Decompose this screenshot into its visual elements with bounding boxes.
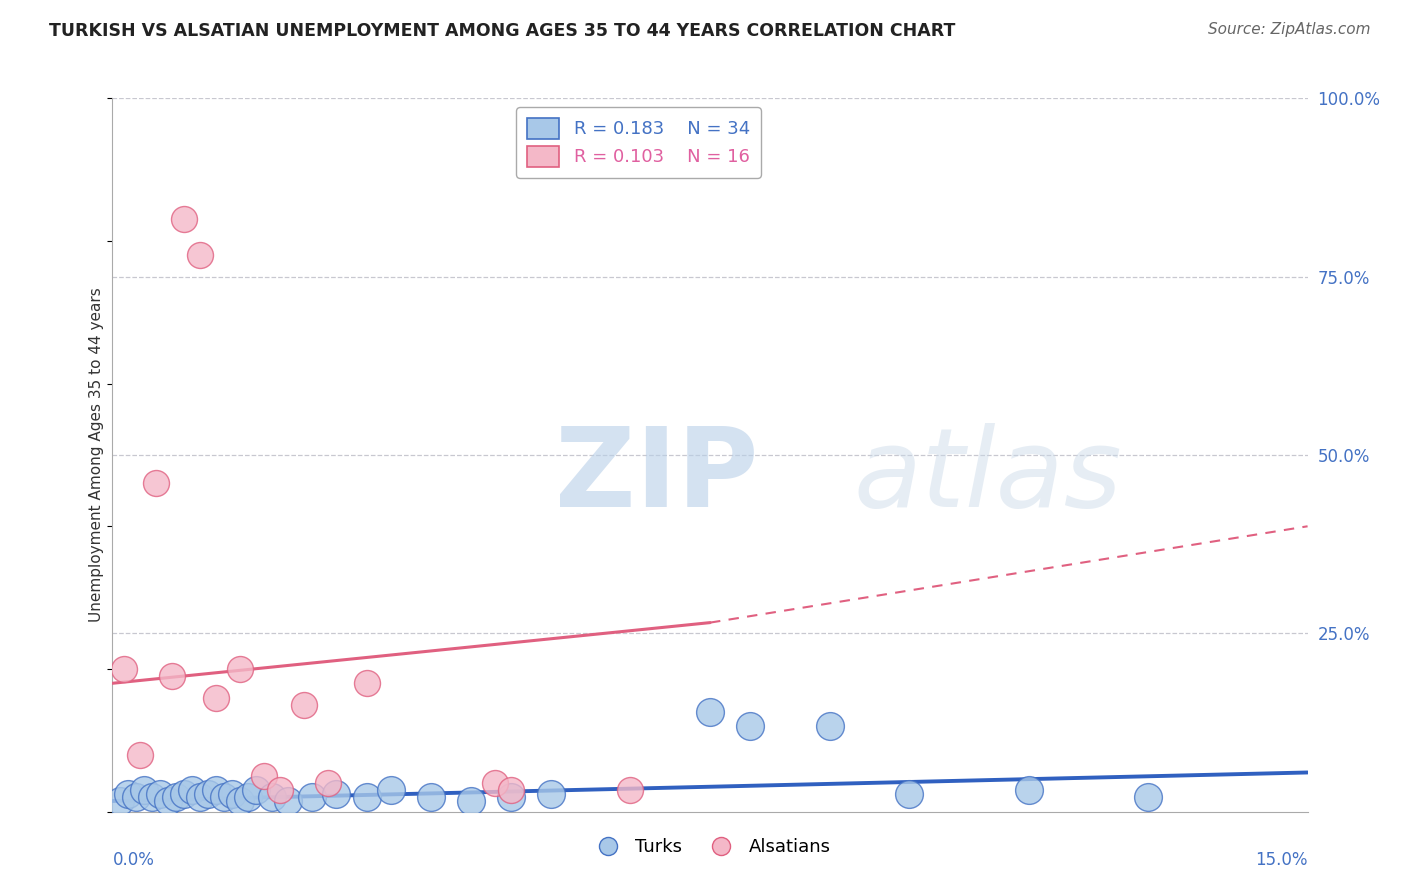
Point [1018, 783, 1040, 797]
Y-axis label: Unemployment Among Ages 35 to 44 years: Unemployment Among Ages 35 to 44 years [89, 287, 104, 623]
Point [499, 783, 522, 797]
Point [188, 248, 211, 262]
Text: 15.0%: 15.0% [1256, 851, 1308, 869]
Point [129, 747, 152, 762]
Point [540, 787, 562, 801]
Point [260, 790, 283, 805]
Point [420, 790, 443, 805]
Point [619, 783, 641, 797]
Point [316, 776, 339, 790]
Point [269, 783, 291, 797]
Point [738, 719, 761, 733]
Point [380, 783, 402, 797]
Point [162, 669, 183, 683]
Text: ZIP: ZIP [554, 423, 758, 530]
Point [205, 783, 228, 797]
Point [188, 790, 211, 805]
Point [818, 719, 841, 733]
Point [212, 790, 235, 805]
Text: 0.0%: 0.0% [112, 851, 155, 869]
Point [145, 476, 167, 491]
Point [149, 787, 172, 801]
Point [484, 776, 506, 790]
Point [253, 769, 276, 783]
Point [277, 794, 299, 808]
Text: atlas: atlas [853, 423, 1122, 530]
Point [165, 790, 187, 805]
Point [114, 662, 135, 676]
Point [356, 790, 378, 805]
Point [134, 783, 156, 797]
Point [236, 790, 259, 805]
Point [898, 787, 921, 801]
Text: Source: ZipAtlas.com: Source: ZipAtlas.com [1208, 22, 1371, 37]
Point [173, 787, 195, 801]
Text: TURKISH VS ALSATIAN UNEMPLOYMENT AMONG AGES 35 TO 44 YEARS CORRELATION CHART: TURKISH VS ALSATIAN UNEMPLOYMENT AMONG A… [49, 22, 956, 40]
Point [1137, 790, 1160, 805]
Point [221, 787, 243, 801]
Point [181, 783, 204, 797]
Point [460, 794, 482, 808]
Point [499, 790, 522, 805]
Point [229, 662, 252, 676]
Point [141, 790, 163, 805]
Point [325, 787, 347, 801]
Point [205, 690, 228, 705]
Point [157, 794, 180, 808]
Point [110, 794, 132, 808]
Point [699, 705, 721, 719]
Point [245, 783, 267, 797]
Point [173, 212, 195, 227]
Point [229, 794, 252, 808]
Point [117, 787, 139, 801]
Point [125, 790, 148, 805]
Point [197, 787, 219, 801]
Point [292, 698, 315, 712]
Point [301, 790, 323, 805]
Legend: Turks, Alsatians: Turks, Alsatians [582, 831, 838, 863]
Point [356, 676, 378, 690]
